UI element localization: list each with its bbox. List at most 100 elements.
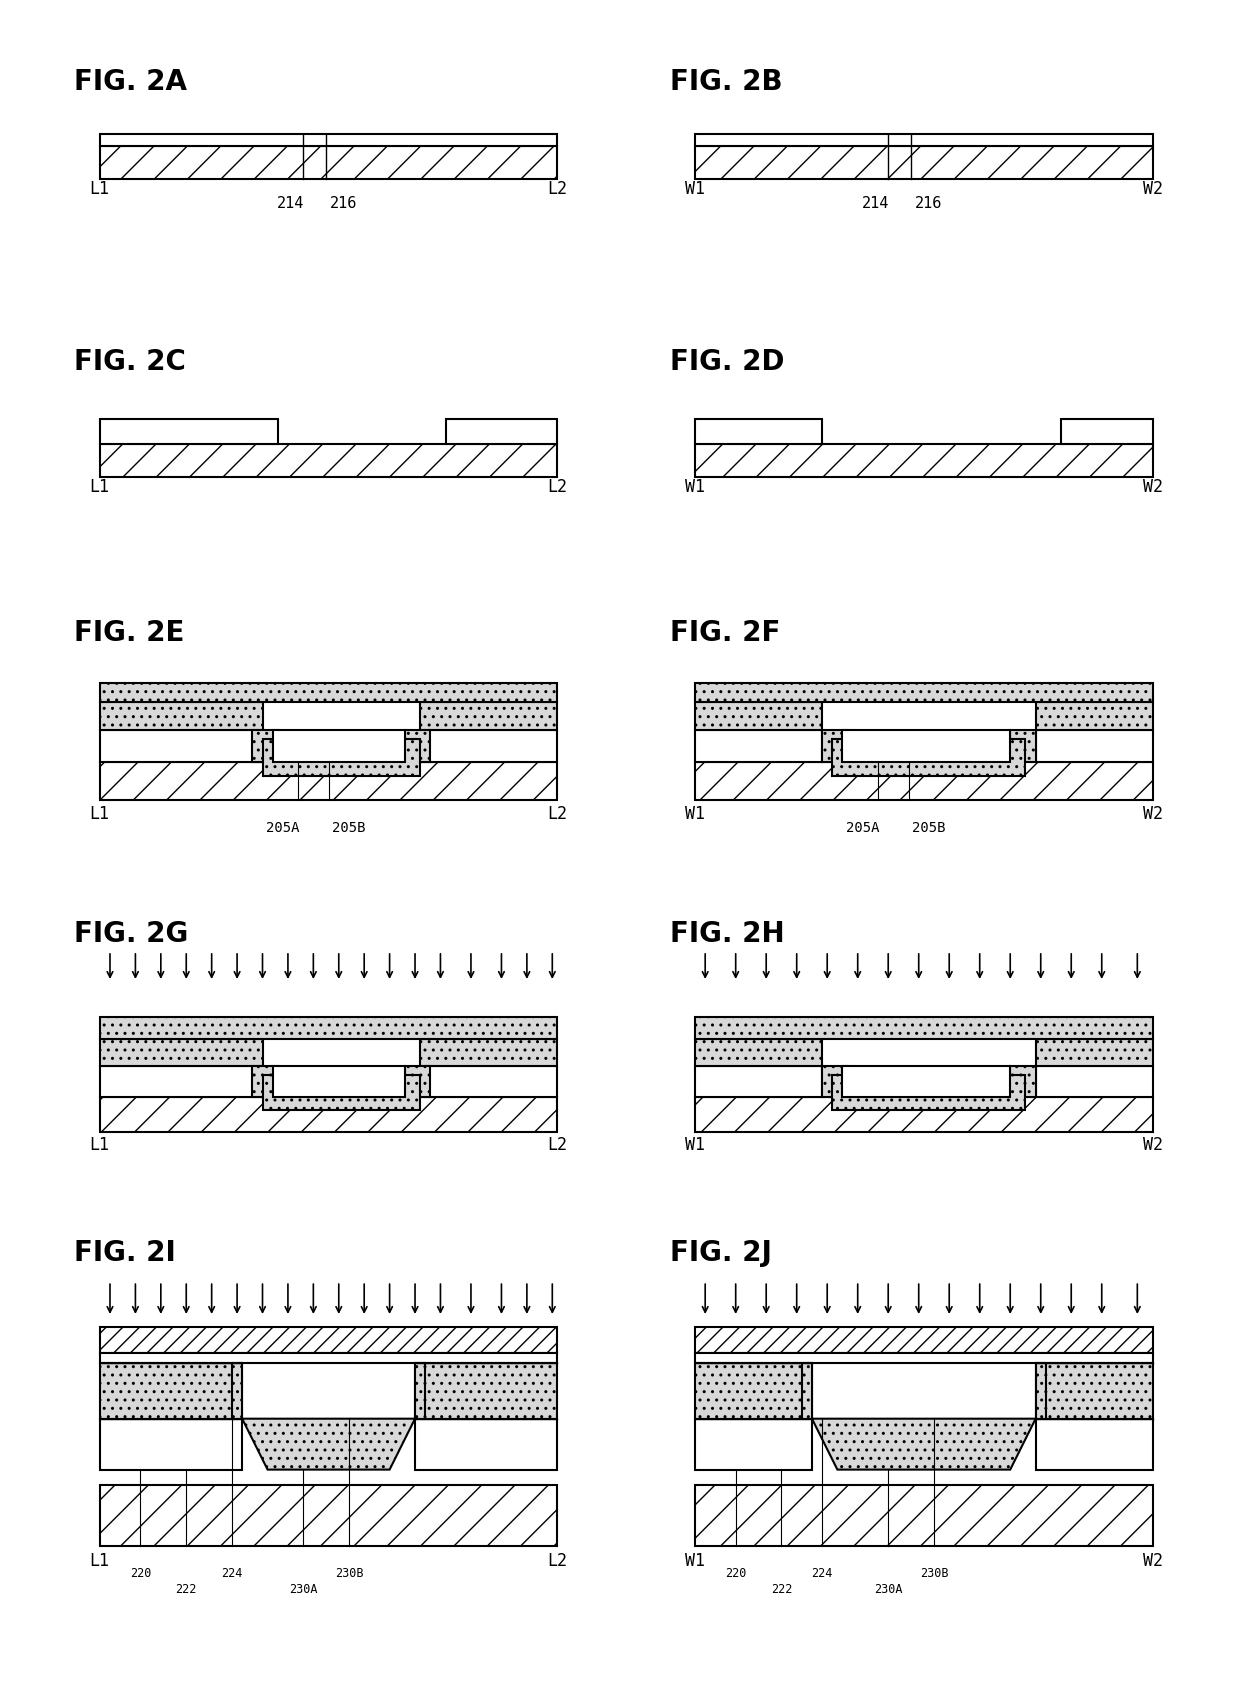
Text: 205A: 205A xyxy=(267,821,300,835)
Bar xyxy=(694,762,1153,799)
Text: FIG. 2G: FIG. 2G xyxy=(74,920,188,947)
Bar xyxy=(694,146,1153,178)
Bar xyxy=(415,1363,558,1419)
Bar xyxy=(1061,419,1153,445)
Text: W1: W1 xyxy=(684,479,704,497)
Text: FIG. 2A: FIG. 2A xyxy=(74,68,187,95)
Bar xyxy=(802,1363,812,1419)
Bar xyxy=(99,146,558,178)
Text: L1: L1 xyxy=(89,804,109,823)
Text: 205B: 205B xyxy=(913,821,946,835)
Bar xyxy=(694,1096,1153,1132)
Bar xyxy=(832,1074,1025,1110)
Text: W1: W1 xyxy=(684,180,704,199)
Bar xyxy=(694,1419,812,1470)
Text: 222: 222 xyxy=(771,1583,792,1595)
Bar xyxy=(1035,730,1153,762)
Text: W2: W2 xyxy=(1143,180,1163,199)
Bar xyxy=(99,1039,263,1066)
Text: FIG. 2B: FIG. 2B xyxy=(670,68,782,95)
Bar xyxy=(694,419,822,445)
Bar xyxy=(404,730,430,762)
Bar xyxy=(694,134,1153,146)
Text: FIG. 2E: FIG. 2E xyxy=(74,619,185,647)
Bar xyxy=(99,1363,242,1419)
Bar xyxy=(404,1066,430,1096)
Bar xyxy=(694,1363,812,1419)
Text: L1: L1 xyxy=(89,479,109,497)
Bar xyxy=(415,1419,558,1470)
Bar xyxy=(99,1419,242,1470)
Bar xyxy=(694,445,1153,477)
Bar xyxy=(694,682,1153,703)
Bar xyxy=(263,1074,420,1110)
Bar xyxy=(99,762,558,799)
Bar xyxy=(694,1353,1153,1363)
Text: 230B: 230B xyxy=(920,1568,949,1580)
Bar xyxy=(1035,1039,1153,1066)
Bar xyxy=(420,1039,558,1066)
Bar xyxy=(232,1363,242,1419)
Text: L2: L2 xyxy=(548,479,568,497)
Bar xyxy=(99,445,558,477)
Text: 214: 214 xyxy=(277,197,304,212)
Text: L2: L2 xyxy=(548,804,568,823)
Bar xyxy=(1011,1066,1035,1096)
Bar xyxy=(415,1363,425,1419)
Bar xyxy=(99,134,558,146)
Bar xyxy=(99,682,558,703)
Bar xyxy=(694,1039,822,1066)
Text: W1: W1 xyxy=(684,804,704,823)
Text: L1: L1 xyxy=(89,1553,109,1570)
Bar xyxy=(99,1066,263,1096)
Text: W1: W1 xyxy=(684,1553,704,1570)
Bar xyxy=(1035,703,1153,730)
Bar xyxy=(694,1066,822,1096)
Bar xyxy=(273,1066,404,1096)
Bar xyxy=(99,1327,558,1353)
Bar xyxy=(822,730,848,762)
Bar xyxy=(694,1485,1153,1546)
Text: 216: 216 xyxy=(330,197,357,212)
Text: 220: 220 xyxy=(130,1568,151,1580)
Text: L2: L2 xyxy=(548,180,568,199)
Bar xyxy=(263,740,420,777)
Text: L1: L1 xyxy=(89,180,109,199)
Polygon shape xyxy=(242,1419,415,1470)
Bar xyxy=(445,419,558,445)
Text: FIG. 2C: FIG. 2C xyxy=(74,348,186,375)
Text: FIG. 2F: FIG. 2F xyxy=(670,619,780,647)
Bar xyxy=(420,730,558,762)
Bar xyxy=(99,1096,558,1132)
Bar xyxy=(694,703,822,730)
Bar xyxy=(1035,1066,1153,1096)
Bar xyxy=(99,730,263,762)
Bar xyxy=(1035,1363,1045,1419)
Text: FIG. 2D: FIG. 2D xyxy=(670,348,784,375)
Text: 230B: 230B xyxy=(335,1568,363,1580)
Bar xyxy=(832,740,1025,777)
Text: W2: W2 xyxy=(1143,1135,1163,1154)
Bar xyxy=(694,730,822,762)
Text: L2: L2 xyxy=(548,1553,568,1570)
Bar xyxy=(1011,730,1035,762)
Text: FIG. 2H: FIG. 2H xyxy=(670,920,784,947)
Text: FIG. 2I: FIG. 2I xyxy=(74,1239,176,1266)
Bar xyxy=(253,730,278,762)
Text: 230A: 230A xyxy=(289,1583,317,1595)
Text: 205B: 205B xyxy=(332,821,366,835)
Text: W2: W2 xyxy=(1143,479,1163,497)
Text: 222: 222 xyxy=(176,1583,197,1595)
Bar xyxy=(420,1066,558,1096)
Bar xyxy=(99,1353,558,1363)
Text: 205A: 205A xyxy=(846,821,879,835)
Text: W2: W2 xyxy=(1143,804,1163,823)
Bar xyxy=(694,1327,1153,1353)
Text: 224: 224 xyxy=(221,1568,243,1580)
Bar xyxy=(842,1066,1011,1096)
Text: 224: 224 xyxy=(811,1568,833,1580)
Text: 220: 220 xyxy=(725,1568,746,1580)
Text: W2: W2 xyxy=(1143,1553,1163,1570)
Text: 214: 214 xyxy=(862,197,889,212)
Bar xyxy=(99,1017,558,1039)
